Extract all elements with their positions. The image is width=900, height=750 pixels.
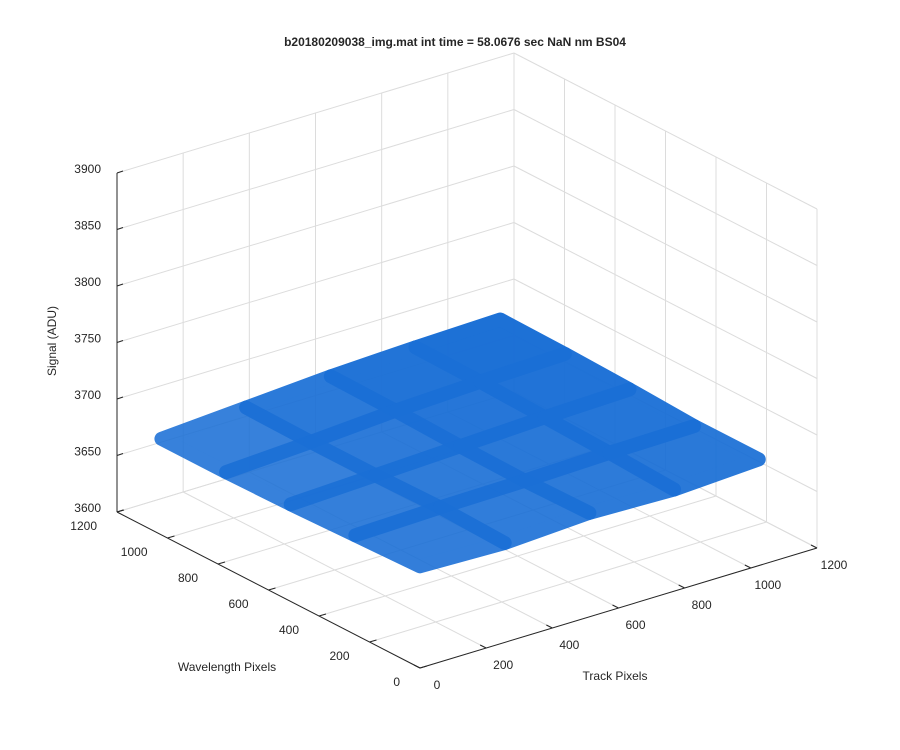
x-tick xyxy=(546,624,553,629)
z-tick-label: 3750 xyxy=(74,332,101,346)
grid-line xyxy=(513,109,818,266)
x-tick-label: 200 xyxy=(493,658,513,672)
y-tick xyxy=(116,509,125,513)
z-tick xyxy=(116,283,124,287)
y-tick xyxy=(217,561,226,565)
x-tick-label: 400 xyxy=(559,638,579,652)
x-axis-label: Track Pixels xyxy=(583,669,648,683)
z-tick-label: 3650 xyxy=(74,445,101,459)
grid-line xyxy=(116,222,515,343)
x-tick-label: 600 xyxy=(625,618,645,632)
x-tick xyxy=(744,564,752,569)
y-tick-label: 1200 xyxy=(70,519,97,533)
x-tick xyxy=(479,644,487,649)
z-tick-label: 3900 xyxy=(74,162,101,176)
x-tick xyxy=(678,584,685,589)
z-tick xyxy=(116,453,124,456)
grid-line xyxy=(116,52,515,174)
z-tick-label: 3600 xyxy=(74,501,101,515)
surface-cell xyxy=(602,419,766,497)
y-tick xyxy=(167,535,175,539)
x-tick-label: 1000 xyxy=(754,578,781,592)
y-tick xyxy=(268,587,276,591)
x-tick-label: 0 xyxy=(434,678,441,692)
x-tick-label: 1200 xyxy=(821,558,848,572)
z-tick xyxy=(116,396,124,400)
y-tick xyxy=(369,639,377,643)
z-tick-label: 3700 xyxy=(74,388,101,402)
grid-line xyxy=(369,521,767,643)
y-tick-label: 800 xyxy=(178,571,198,585)
y-tick xyxy=(419,665,428,669)
x-tick xyxy=(413,664,421,669)
y-tick-label: 1000 xyxy=(121,545,148,559)
y-tick-label: 600 xyxy=(228,597,248,611)
y-axis-label: Wavelength Pixels xyxy=(178,660,276,674)
z-tick-label: 3800 xyxy=(74,275,101,289)
x-tick-label: 800 xyxy=(692,598,712,612)
grid-line xyxy=(513,278,818,436)
z-axis-label: Signal (ADU) xyxy=(45,306,59,376)
z-tick xyxy=(116,170,124,174)
grid-line xyxy=(116,278,515,400)
grid-line xyxy=(116,165,515,287)
grid-line xyxy=(513,222,818,379)
chart-title: b20180209038_img.mat int time = 58.0676 … xyxy=(284,35,626,49)
z-tick-label: 3850 xyxy=(74,219,101,233)
grid-line xyxy=(513,52,818,210)
x-tick xyxy=(810,544,818,549)
grid-line xyxy=(513,165,818,323)
grid-line xyxy=(318,495,717,617)
y-tick xyxy=(318,613,327,617)
z-tick xyxy=(116,227,124,230)
z-tick xyxy=(116,340,124,343)
y-tick-label: 0 xyxy=(393,675,400,689)
x-tick xyxy=(612,604,619,609)
y-tick-label: 200 xyxy=(329,649,349,663)
y-tick-label: 400 xyxy=(279,623,299,637)
grid-line xyxy=(116,109,515,230)
